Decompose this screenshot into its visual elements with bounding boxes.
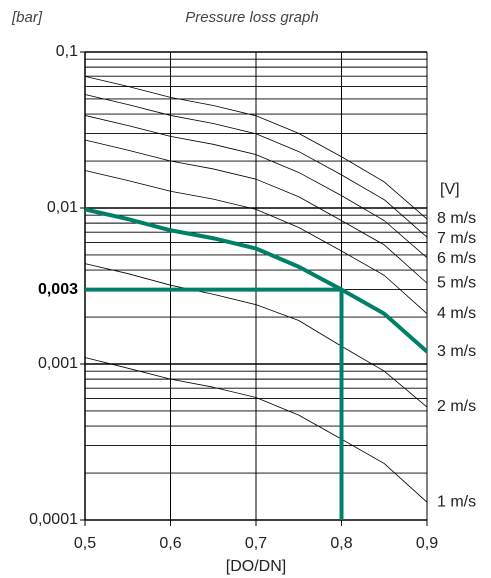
series-line	[84, 357, 428, 503]
series-label: 3 m/s	[437, 343, 476, 360]
series-line	[84, 94, 428, 238]
y-tick-label: 0,0001	[29, 511, 78, 528]
series-label: 4 m/s	[437, 305, 476, 322]
y-axis-label: [bar]	[11, 9, 43, 26]
y-tick-label: 0,01	[47, 199, 78, 216]
x-tick-label: 0,8	[330, 535, 352, 552]
x-axis-label: [DO/DN]	[226, 558, 286, 575]
series-line	[84, 263, 428, 408]
chart-title: Pressure loss graph	[185, 9, 318, 26]
series-line	[84, 75, 428, 220]
y-tick-label: 0,001	[38, 355, 78, 372]
series-line	[84, 115, 428, 259]
series-label: 7 m/s	[437, 230, 476, 247]
series-line	[84, 170, 428, 315]
series-label: 6 m/s	[437, 250, 476, 267]
x-tick-label: 0,7	[245, 535, 267, 552]
series-line	[84, 139, 428, 284]
series-line	[84, 207, 429, 354]
x-tick-label: 0,9	[416, 535, 438, 552]
x-tick-label: 0,5	[74, 535, 96, 552]
legend-title: [V]	[440, 181, 460, 198]
series-label: 5 m/s	[437, 274, 476, 291]
series-label: 2 m/s	[437, 398, 476, 415]
series-label: 8 m/s	[437, 210, 476, 227]
x-tick-label: 0,6	[159, 535, 181, 552]
y-tick-label: 0,1	[56, 43, 78, 60]
series-label: 1 m/s	[437, 493, 476, 510]
highlight-label: 0,003	[38, 281, 78, 298]
